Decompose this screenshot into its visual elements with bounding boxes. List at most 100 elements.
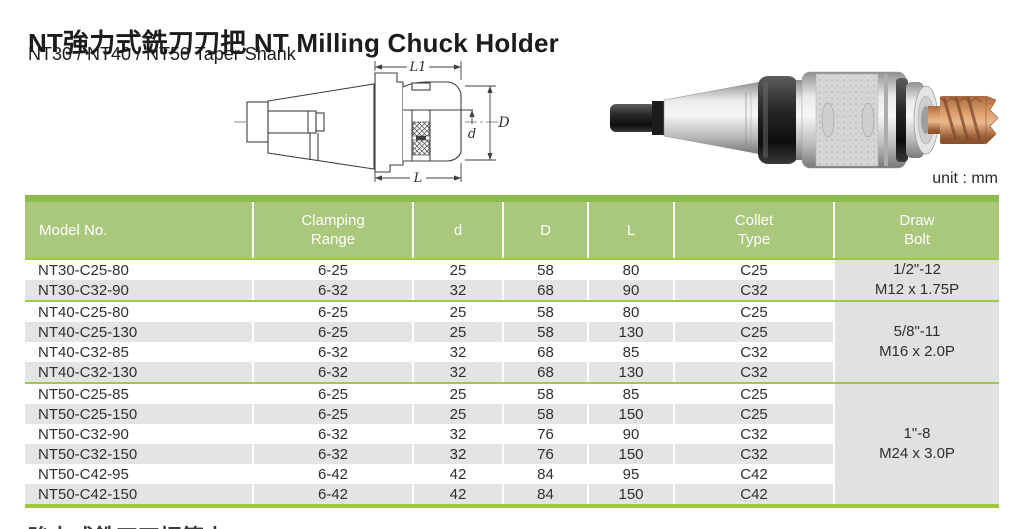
- cell-collet: C32: [740, 343, 768, 361]
- cell-clamping: 6-25: [252, 322, 412, 342]
- cell-d: 25: [449, 303, 467, 321]
- cell-D: 76: [502, 444, 587, 464]
- cell-d: 42: [449, 465, 467, 483]
- cell-D: 68: [537, 343, 554, 361]
- table-row: NT40-C32-130 6-32 32 68 130 C32: [25, 362, 833, 382]
- cell-collet: C25: [740, 303, 768, 321]
- draw-bolt-line2: M16 x 2.0P: [879, 343, 955, 360]
- cell-collet: C42: [740, 465, 768, 483]
- unit-label: unit : mm: [932, 170, 998, 187]
- cell-clamping: 6-25: [317, 261, 349, 279]
- cell-D: 58: [537, 261, 554, 279]
- table-row: NT30-C25-80 6-25 25 58 80 C25: [25, 260, 833, 280]
- cell-collet: C25: [673, 322, 833, 342]
- table-bottom-border: [25, 504, 999, 508]
- column-header-clamping-range: Clamping Range: [252, 202, 412, 258]
- cell-draw-bolt-merged: 1/2"-12 M12 x 1.75P: [833, 260, 999, 300]
- page-title: NT強力式銑刀刀把 NT Milling Chuck Holder: [28, 28, 559, 59]
- cell-L: 80: [622, 303, 640, 321]
- cell-collet: C32: [673, 444, 833, 464]
- cell-model: NT50-C32-150: [38, 445, 138, 463]
- table-row: NT50-C25-85 6-25 25 58 85 C25: [25, 384, 833, 404]
- cell-d: 42: [412, 484, 502, 504]
- label-d: d: [468, 127, 476, 142]
- cell-model: NT40-C25-130: [38, 323, 138, 341]
- cell-collet: C32: [673, 362, 833, 382]
- knurled-nut: [412, 121, 430, 137]
- draw-bolt-line2: M24 x 3.0P: [879, 445, 955, 462]
- label-D: D: [497, 115, 509, 131]
- cell-collet: C32: [673, 280, 833, 300]
- next-section-heading-clipped: 強力式銑刀刀把筒夾 Milling Chuck Collet: [28, 520, 442, 529]
- draw-bolt-line2: M12 x 1.75P: [874, 281, 960, 298]
- cell-D: 58: [502, 322, 587, 342]
- table-header-row: Model No. Clamping Range d D L Collet Ty…: [25, 202, 999, 258]
- cell-d: 25: [449, 385, 467, 403]
- draw-bolt-line1: 5/8"-11: [893, 323, 941, 340]
- draw-bolt-line1: 1"-8: [903, 425, 931, 442]
- label-L1: L1: [409, 60, 427, 75]
- cell-L: 150: [587, 484, 673, 504]
- cell-collet: C25: [673, 404, 833, 424]
- cell-d: 32: [449, 425, 467, 443]
- cell-d: 25: [449, 261, 467, 279]
- cell-clamping: 6-42: [252, 484, 412, 504]
- cell-L: 90: [622, 425, 640, 443]
- photo-end-mill: [928, 95, 999, 145]
- cell-collet: C42: [673, 484, 833, 504]
- column-header-d: d: [412, 202, 502, 258]
- draw-thread: [267, 110, 317, 134]
- cell-clamping: 6-32: [317, 343, 349, 361]
- table-group-nt50: NT50-C25-85 6-25 25 58 85 C25 NT50-C25-1…: [25, 382, 999, 504]
- table-row: NT30-C32-90 6-32 32 68 90 C32: [25, 280, 833, 300]
- cell-model: NT30-C32-90: [38, 281, 129, 299]
- table-row: NT40-C25-80 6-25 25 58 80 C25: [25, 302, 833, 322]
- cell-L: 95: [622, 465, 640, 483]
- cell-d: 32: [412, 444, 502, 464]
- cell-d: 32: [449, 343, 467, 361]
- cell-L: 150: [587, 444, 673, 464]
- dim-D: [465, 85, 496, 161]
- cell-D: 84: [537, 465, 554, 483]
- cell-model: NT50-C25-85: [38, 385, 129, 403]
- cell-D: 68: [502, 362, 587, 382]
- cell-collet: C32: [740, 425, 768, 443]
- column-header-collet-type: Collet Type: [673, 202, 833, 258]
- cell-clamping: 6-25: [252, 404, 412, 424]
- cell-model: NT40-C32-85: [38, 343, 129, 361]
- cell-clamping: 6-32: [252, 362, 412, 382]
- page-subtitle: NT30 / NT40 / NT50 Taper Shank: [28, 44, 296, 64]
- cell-D: 58: [537, 303, 554, 321]
- table-row: NT50-C32-90 6-32 32 76 90 C32: [25, 424, 833, 444]
- cell-clamping: 6-25: [317, 303, 349, 321]
- table-row: NT40-C32-85 6-32 32 68 85 C32: [25, 342, 833, 362]
- cell-clamping: 6-32: [317, 425, 349, 443]
- cell-L: 85: [622, 385, 640, 403]
- pull-stud: [246, 101, 269, 143]
- column-header-D: D: [502, 202, 587, 258]
- cell-d: 25: [412, 404, 502, 424]
- cell-model: NT50-C42-150: [38, 485, 138, 503]
- column-header-draw-bolt: Draw Bolt: [833, 202, 999, 258]
- cell-model: NT40-C25-80: [38, 303, 129, 321]
- cell-D: 76: [537, 425, 554, 443]
- cell-model: NT40-C32-130: [38, 363, 138, 381]
- cell-model: NT30-C25-80: [38, 261, 129, 279]
- cell-d: 32: [412, 280, 502, 300]
- cell-collet: C25: [740, 261, 768, 279]
- table-row: NT40-C25-130 6-25 25 58 130 C25: [25, 322, 833, 342]
- technical-drawing: L1 d D L: [234, 59, 510, 184]
- cell-L: 130: [587, 362, 673, 382]
- cell-d: 32: [412, 362, 502, 382]
- column-header-model: Model No.: [39, 221, 108, 239]
- cell-L: 90: [587, 280, 673, 300]
- draw-bolt-line1: 1/2"-12: [893, 261, 941, 278]
- column-header-L: L: [587, 202, 673, 258]
- cell-collet: C25: [740, 385, 768, 403]
- table-top-strip: [25, 195, 999, 202]
- label-L: L: [413, 171, 423, 184]
- table-group-nt30: NT30-C25-80 6-25 25 58 80 C25 NT30-C32-9…: [25, 258, 999, 300]
- cell-draw-bolt-merged: 1"-8 M24 x 3.0P: [833, 384, 999, 504]
- cell-model: NT50-C32-90: [38, 425, 129, 443]
